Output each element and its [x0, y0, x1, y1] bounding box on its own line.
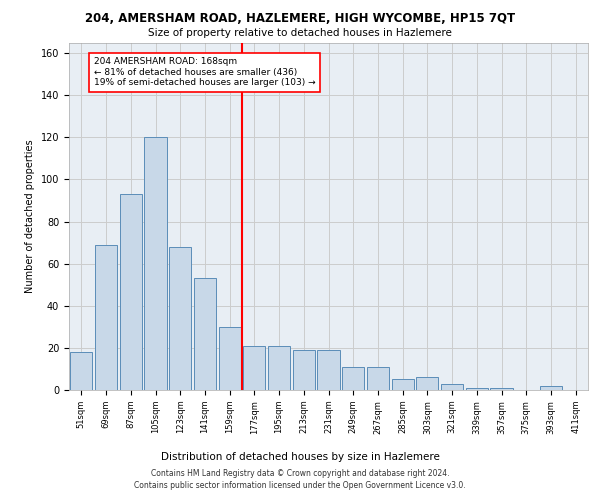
Bar: [169, 247, 191, 390]
Bar: [367, 367, 389, 390]
Bar: [243, 346, 265, 390]
Bar: [342, 367, 364, 390]
Y-axis label: Number of detached properties: Number of detached properties: [25, 140, 35, 293]
Text: Contains HM Land Registry data © Crown copyright and database right 2024.: Contains HM Land Registry data © Crown c…: [151, 468, 449, 477]
Bar: [540, 386, 562, 390]
Text: Size of property relative to detached houses in Hazlemere: Size of property relative to detached ho…: [148, 28, 452, 38]
Bar: [466, 388, 488, 390]
Bar: [490, 388, 512, 390]
Bar: [70, 352, 92, 390]
Bar: [416, 378, 439, 390]
Bar: [268, 346, 290, 390]
Text: Contains public sector information licensed under the Open Government Licence v3: Contains public sector information licen…: [134, 481, 466, 490]
Text: 204, AMERSHAM ROAD, HAZLEMERE, HIGH WYCOMBE, HP15 7QT: 204, AMERSHAM ROAD, HAZLEMERE, HIGH WYCO…: [85, 12, 515, 26]
Bar: [119, 194, 142, 390]
Bar: [218, 327, 241, 390]
Bar: [95, 244, 117, 390]
Bar: [317, 350, 340, 390]
Text: Distribution of detached houses by size in Hazlemere: Distribution of detached houses by size …: [161, 452, 439, 462]
Bar: [392, 380, 414, 390]
Text: 204 AMERSHAM ROAD: 168sqm
← 81% of detached houses are smaller (436)
19% of semi: 204 AMERSHAM ROAD: 168sqm ← 81% of detac…: [94, 57, 316, 87]
Bar: [145, 138, 167, 390]
Bar: [441, 384, 463, 390]
Bar: [194, 278, 216, 390]
Bar: [293, 350, 315, 390]
